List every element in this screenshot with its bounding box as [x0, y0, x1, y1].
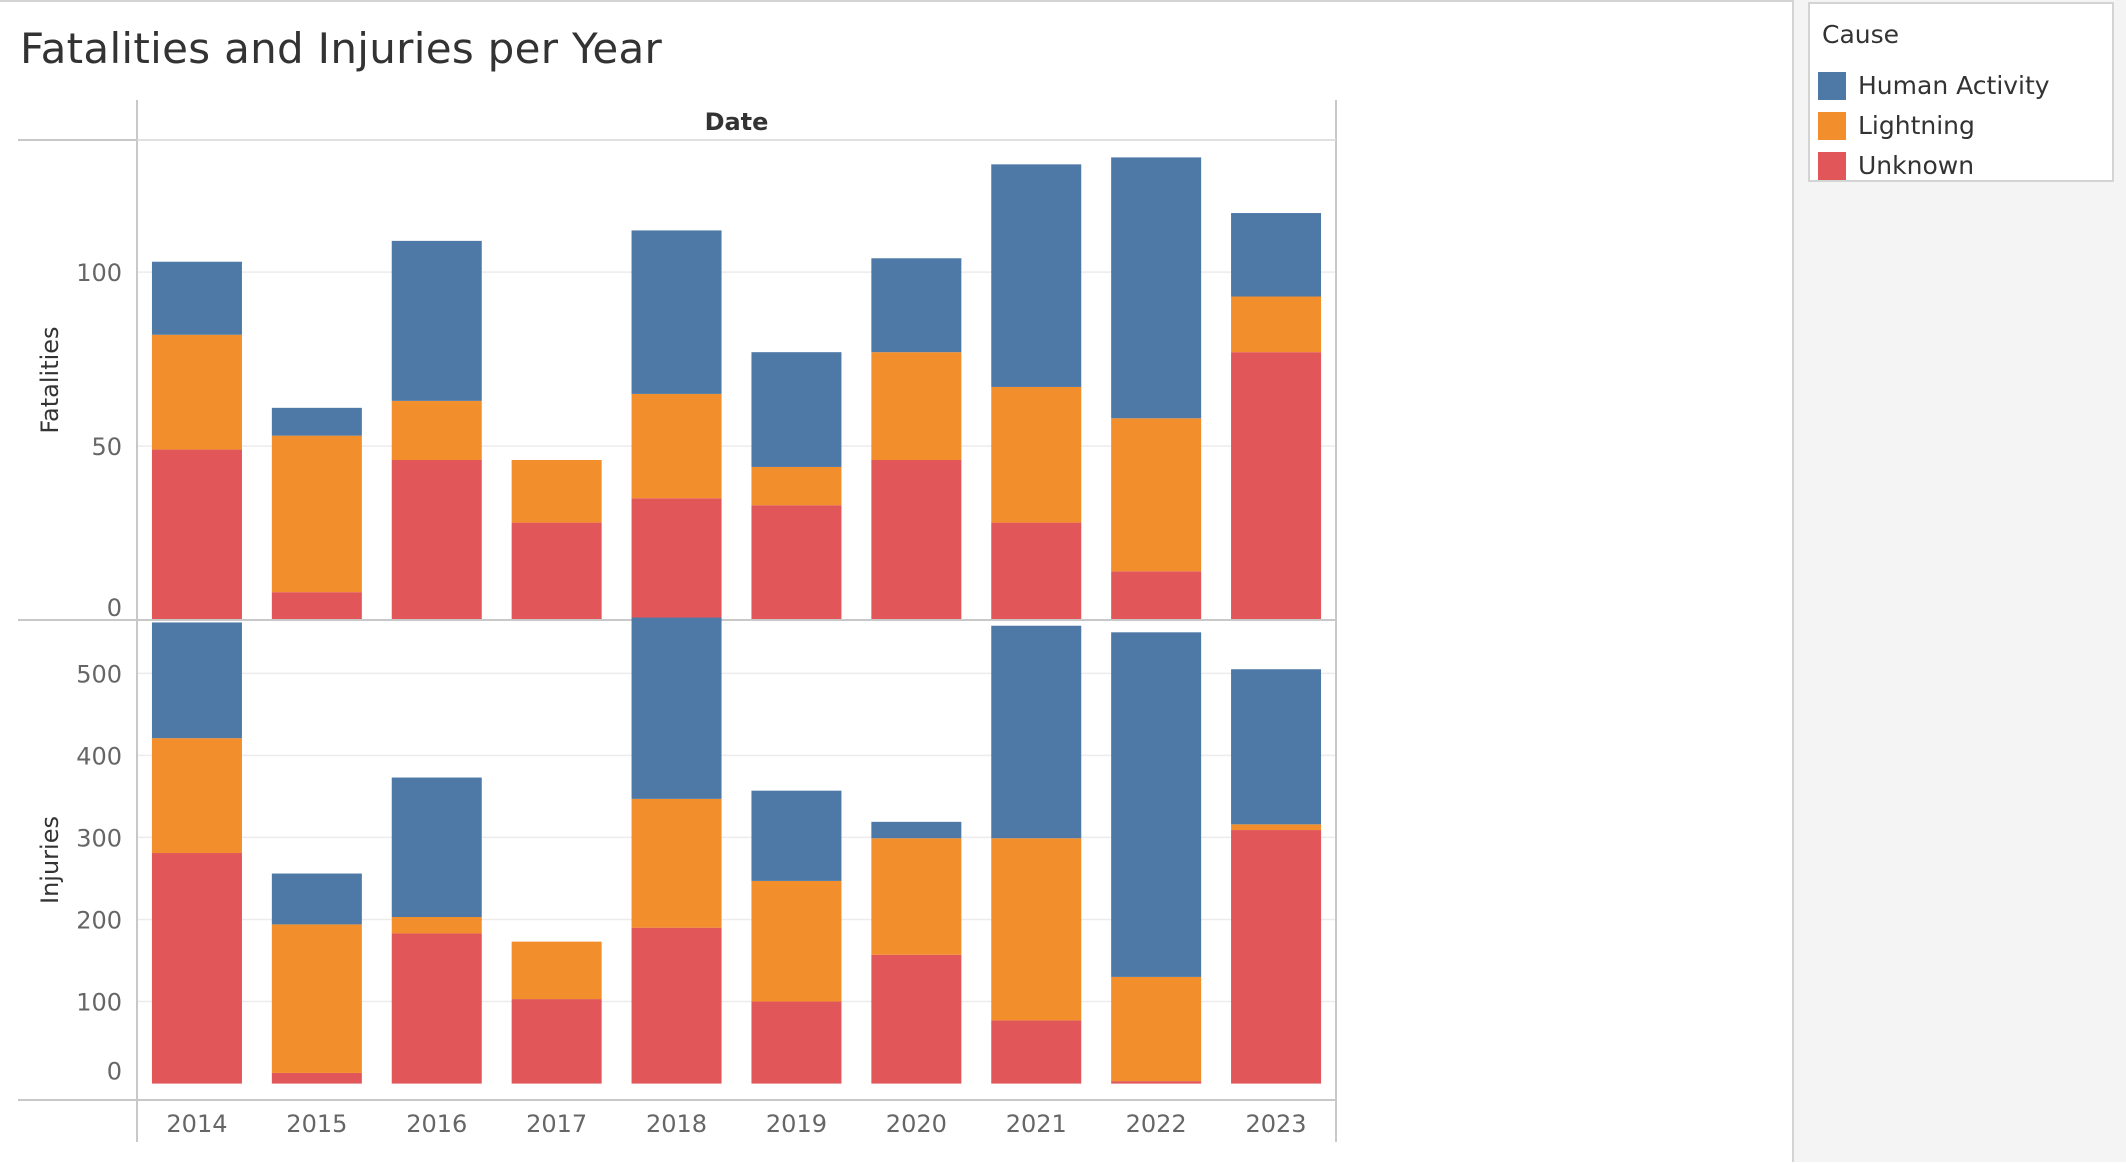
- fatalities-bar-2022-lightning[interactable]: [1111, 418, 1202, 572]
- legend[interactable]: Cause Human Activity Lightning Unknown: [1808, 2, 2114, 182]
- fatalities-bar-2015-lightning[interactable]: [271, 435, 362, 593]
- injuries-bar-2017-lightning[interactable]: [511, 941, 602, 1000]
- injuries-bar-2017-unknown[interactable]: [511, 999, 602, 1084]
- legend-swatch-unknown: [1818, 152, 1846, 180]
- fatalities-bar-2021-unknown[interactable]: [991, 522, 1082, 620]
- injuries-bar-2021-human-activity[interactable]: [991, 625, 1082, 839]
- injuries-bar-2022-human-activity[interactable]: [1111, 632, 1202, 977]
- legend-swatch-human-activity: [1818, 72, 1846, 100]
- x-tick-label-2020: 2020: [886, 1110, 947, 1138]
- fatalities-bar-2016-unknown[interactable]: [391, 460, 482, 620]
- injuries-y-tick-label-300: 300: [76, 824, 122, 852]
- injuries-bar-2014-human-activity[interactable]: [151, 622, 242, 739]
- legend-item-lightning[interactable]: Lightning: [1818, 110, 2108, 142]
- injuries-y-tick-label-200: 200: [76, 906, 122, 934]
- injuries-bar-2016-lightning[interactable]: [391, 917, 482, 934]
- fatalities-bar-2019-human-activity[interactable]: [751, 352, 842, 467]
- fatalities-bar-2014-lightning[interactable]: [151, 334, 242, 450]
- fatalities-bar-2018-unknown[interactable]: [631, 498, 722, 620]
- injuries-bar-2020-lightning[interactable]: [871, 838, 962, 955]
- fatalities-bar-2020-human-activity[interactable]: [871, 258, 962, 353]
- injuries-bar-2019-lightning[interactable]: [751, 880, 842, 1002]
- fatalities-bar-2021-human-activity[interactable]: [991, 164, 1082, 387]
- injuries-bar-2014-lightning[interactable]: [151, 738, 242, 854]
- fatalities-bar-2018-lightning[interactable]: [631, 393, 722, 499]
- legend-label-unknown: Unknown: [1858, 151, 1975, 180]
- fatalities-bar-2018-human-activity[interactable]: [631, 230, 722, 394]
- legend-swatch-lightning: [1818, 112, 1846, 140]
- injuries-y-tick-label-100: 100: [76, 989, 122, 1017]
- legend-title: Cause: [1822, 20, 1900, 49]
- fatalities-bar-2021-lightning[interactable]: [991, 386, 1082, 523]
- stacked-bar-charts: Date 0 50 100 Fatalities 0 100 200 300 400 500 Inju…: [18, 100, 1337, 1142]
- injuries-bar-2021-unknown[interactable]: [991, 1020, 1082, 1084]
- fatalities-bar-2016-lightning[interactable]: [391, 400, 482, 460]
- injuries-bar-2016-unknown[interactable]: [391, 933, 482, 1084]
- legend-item-unknown[interactable]: Unknown: [1818, 150, 2108, 182]
- injuries-y-tick-label-400: 400: [76, 742, 122, 770]
- x-tick-label-2021: 2021: [1006, 1110, 1067, 1138]
- injuries-bar-2022-lightning[interactable]: [1111, 976, 1202, 1082]
- fatalities-bar-2023-unknown[interactable]: [1231, 352, 1322, 620]
- injuries-bar-2015-lightning[interactable]: [271, 924, 362, 1073]
- injuries-bar-2023-lightning[interactable]: [1231, 824, 1322, 831]
- fatalities-bar-2019-unknown[interactable]: [751, 505, 842, 620]
- injuries-bar-2023-unknown[interactable]: [1231, 830, 1322, 1084]
- injuries-bar-2020-human-activity[interactable]: [871, 821, 962, 839]
- fatalities-y-tick-label-0: 0: [107, 594, 122, 622]
- fatalities-bar-2017-unknown[interactable]: [511, 522, 602, 620]
- injuries-bar-2021-lightning[interactable]: [991, 838, 1082, 1021]
- injuries-bar-2018-human-activity[interactable]: [631, 617, 722, 799]
- fatalities-bar-2016-human-activity[interactable]: [391, 240, 482, 401]
- x-tick-label-2015: 2015: [286, 1110, 347, 1138]
- x-tick-label-2019: 2019: [766, 1110, 827, 1138]
- fatalities-axis-title: Fatalities: [36, 326, 64, 433]
- injuries-bar-2019-unknown[interactable]: [751, 1001, 842, 1084]
- fatalities-bar-2023-human-activity[interactable]: [1231, 213, 1322, 297]
- fatalities-bar-2014-human-activity[interactable]: [151, 261, 242, 335]
- injuries-bar-2015-unknown[interactable]: [271, 1072, 362, 1084]
- x-tick-label-2023: 2023: [1246, 1110, 1307, 1138]
- injuries-bar-2022-unknown[interactable]: [1111, 1081, 1202, 1084]
- injuries-y-tick-label-500: 500: [76, 660, 122, 688]
- fatalities-y-tick-label-100: 100: [76, 259, 122, 287]
- fatalities-bar-2014-unknown[interactable]: [151, 449, 242, 620]
- fatalities-bar-2022-human-activity[interactable]: [1111, 157, 1202, 419]
- x-tick-label-2022: 2022: [1126, 1110, 1187, 1138]
- injuries-bar-2014-unknown[interactable]: [151, 853, 242, 1084]
- fatalities-y-tick-label-50: 50: [91, 433, 122, 461]
- injuries-bar-2019-human-activity[interactable]: [751, 790, 842, 881]
- fatalities-bar-2019-lightning[interactable]: [751, 466, 842, 506]
- fatalities-bar-2022-unknown[interactable]: [1111, 571, 1202, 620]
- injuries-bar-2016-human-activity[interactable]: [391, 777, 482, 918]
- fatalities-bar-2015-unknown[interactable]: [271, 592, 362, 620]
- legend-panel: Cause Human Activity Lightning Unknown: [1794, 0, 2126, 1162]
- column-header-date: Date: [705, 108, 769, 136]
- injuries-bar-2018-lightning[interactable]: [631, 798, 722, 928]
- injuries-bar-2020-unknown[interactable]: [871, 954, 962, 1084]
- injuries-bar-2018-unknown[interactable]: [631, 927, 722, 1084]
- fatalities-bar-2020-unknown[interactable]: [871, 460, 962, 620]
- x-tick-label-2014: 2014: [166, 1110, 227, 1138]
- chart-title: Fatalities and Injuries per Year: [20, 24, 663, 73]
- fatalities-bar-2017-lightning[interactable]: [511, 460, 602, 523]
- injuries-y-tick-label-0: 0: [107, 1058, 122, 1086]
- legend-item-human-activity[interactable]: Human Activity: [1818, 70, 2108, 102]
- injuries-axis-title: Injuries: [36, 816, 64, 904]
- visualization-pane: Fatalities and Injuries per Year Date 0 50…: [0, 0, 1794, 1162]
- legend-label-lightning: Lightning: [1858, 111, 1975, 140]
- fatalities-bar-2023-lightning[interactable]: [1231, 296, 1322, 353]
- injuries-bar-2023-human-activity[interactable]: [1231, 669, 1322, 825]
- x-tick-label-2018: 2018: [646, 1110, 707, 1138]
- injuries-bar-2015-human-activity[interactable]: [271, 873, 362, 925]
- fatalities-bar-2020-lightning[interactable]: [871, 352, 962, 460]
- x-tick-label-2017: 2017: [526, 1110, 587, 1138]
- x-tick-label-2016: 2016: [406, 1110, 467, 1138]
- fatalities-bar-2015-human-activity[interactable]: [271, 407, 362, 436]
- legend-label-human-activity: Human Activity: [1858, 71, 2050, 100]
